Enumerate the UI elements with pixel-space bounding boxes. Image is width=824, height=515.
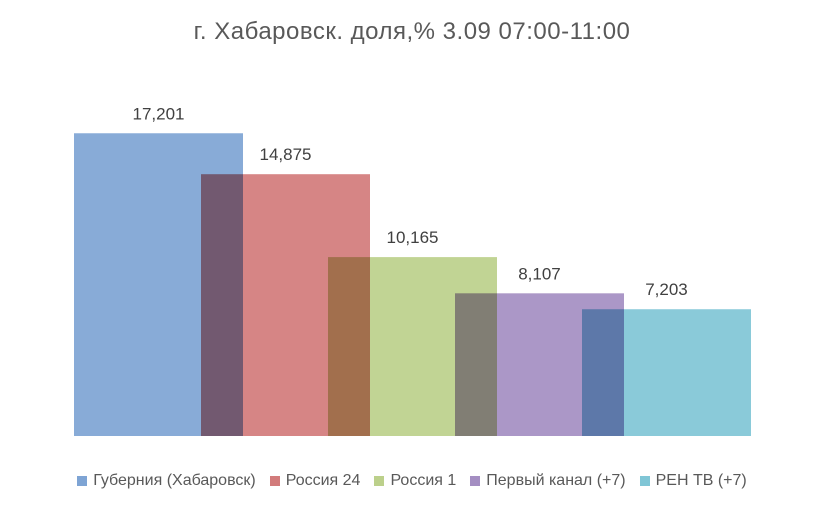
- legend-label-5: РЕН ТВ (+7): [655, 472, 747, 489]
- data-label-4: 8,107: [518, 264, 561, 283]
- legend-item-5: РЕН ТВ (+7): [639, 472, 747, 490]
- legend-label-2: Россия 24: [285, 472, 361, 489]
- legend-label-3: Россия 1: [390, 472, 457, 489]
- bar-5: [582, 309, 751, 436]
- chart-title: г. Хабаровск. доля,% 3.09 07:00-11:00: [193, 18, 631, 45]
- legend-item-2: Россия 24: [269, 472, 361, 490]
- data-labels-layer: 17,201 14,875 10,165 8,107 7,203: [133, 104, 688, 299]
- legend-swatch-5: [639, 476, 650, 486]
- legend-label-1: Губерния (Хабаровск): [93, 472, 256, 489]
- data-label-5: 7,203: [645, 280, 688, 299]
- legend-swatch-2: [269, 476, 280, 486]
- legend-label-4: Первый канал (+7): [486, 472, 626, 489]
- legend-item-4: Первый канал (+7): [470, 472, 626, 490]
- legend-swatch-4: [470, 476, 481, 486]
- legend-swatch-1: [77, 476, 88, 486]
- data-label-1: 17,201: [133, 104, 185, 123]
- bars-layer: [74, 133, 751, 437]
- legend: Губерния (Хабаровск) Россия 24 Россия 1 Пер…: [0, 472, 824, 490]
- data-label-3: 10,165: [387, 228, 439, 247]
- legend-swatch-3: [374, 476, 385, 486]
- legend-item-3: Россия 1: [374, 472, 456, 490]
- legend-item-1: Губерния (Хабаровск): [77, 472, 256, 490]
- data-label-2: 14,875: [260, 145, 312, 164]
